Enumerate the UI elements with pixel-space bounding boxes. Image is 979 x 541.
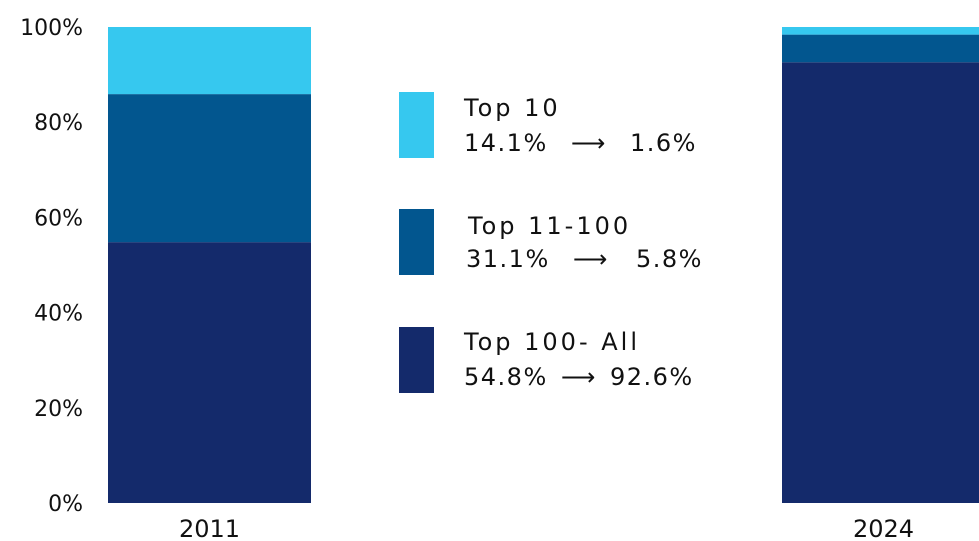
y-tick-label: 100% [20, 16, 83, 41]
legend-label-top-10: Top 10 [463, 94, 561, 122]
legend-item-top-10: Top 10 14.1% ⟶ 1.6% [399, 92, 697, 158]
legend-to-top-10: 1.6% [630, 129, 697, 157]
legend-item-top-100-all: Top 100- All 54.8% ⟶ 92.6% [399, 327, 694, 393]
y-tick-label: 0% [48, 492, 83, 517]
x-category-label: 2024 [853, 515, 914, 541]
legend-change-top-100-all: 54.8% ⟶ 92.6% [464, 363, 694, 391]
legend-change-top-11-100: 31.1% ⟶ 5.8% [466, 245, 703, 273]
legend-change-top-10: 14.1% ⟶ 1.6% [464, 129, 697, 157]
legend-to-top-11-100: 5.8% [636, 245, 703, 273]
bar-segment [782, 27, 979, 35]
y-tick-label: 60% [34, 206, 83, 231]
legend-arrow-icon: ⟶ [561, 363, 597, 391]
legend-to-top-100-all: 92.6% [610, 363, 694, 391]
legend-swatch-top-10 [399, 92, 434, 158]
legend-arrow-icon: ⟶ [571, 129, 607, 157]
bar-segment [782, 34, 979, 63]
legend-label-top-11-100: Top 11-100 [467, 212, 631, 240]
bars [108, 27, 979, 504]
y-tick-label: 40% [34, 302, 83, 327]
bar-segment [108, 94, 311, 243]
legend: Top 10 14.1% ⟶ 1.6% Top 11-100 31.1% ⟶ 5… [399, 92, 703, 393]
legend-from-top-10: 14.1% [464, 129, 548, 157]
y-tick-label: 20% [34, 397, 83, 422]
legend-from-top-100-all: 54.8% [464, 363, 548, 391]
legend-arrow-icon: ⟶ [573, 245, 609, 273]
legend-swatch-top-11-100 [399, 209, 434, 275]
x-axis: 2011 2024 [179, 515, 914, 541]
legend-item-top-11-100: Top 11-100 31.1% ⟶ 5.8% [399, 209, 703, 275]
bar-segment [108, 27, 311, 95]
legend-from-top-11-100: 31.1% [466, 245, 550, 273]
y-axis: 0% 20% 40% 60% 80% 100% [20, 16, 83, 517]
legend-label-top-100-all: Top 100- All [463, 328, 640, 356]
y-tick-label: 80% [34, 111, 83, 136]
legend-swatch-top-100-all [399, 327, 434, 393]
bar-segment [782, 62, 979, 503]
x-category-label: 2011 [179, 515, 240, 541]
bar-segment [108, 242, 311, 504]
